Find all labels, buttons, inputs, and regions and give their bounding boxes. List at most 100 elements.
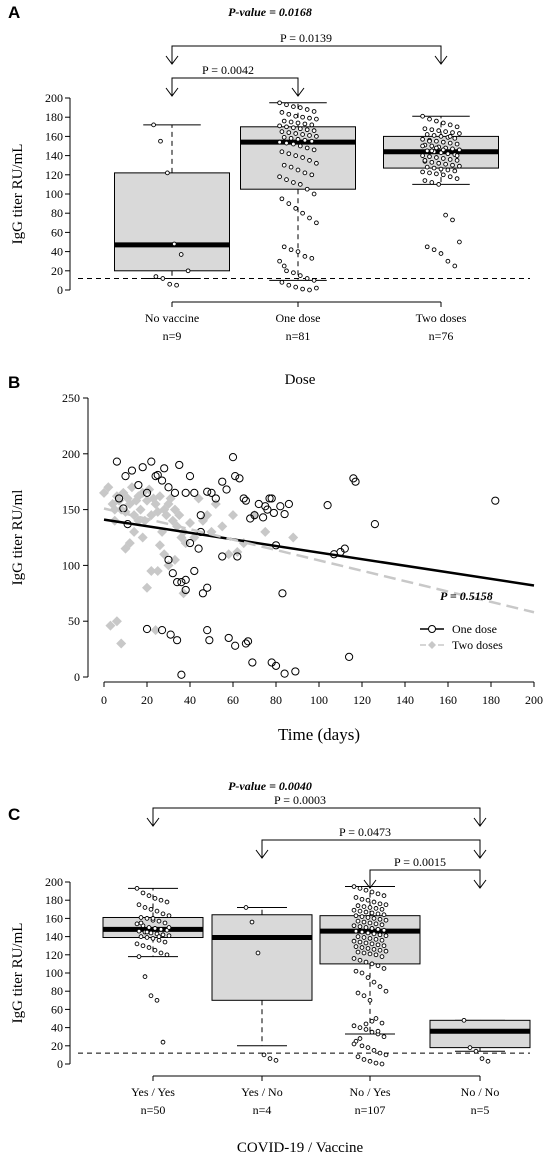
data-point-circle (177, 578, 186, 587)
x-category-label: Yes / No (241, 1085, 282, 1099)
data-point-circle (157, 626, 167, 635)
data-point (420, 169, 425, 175)
legend-marker-one-dose (428, 625, 436, 633)
data-point (457, 163, 462, 169)
y-tick-label: 40 (51, 1021, 63, 1035)
y-tick-label: 120 (45, 168, 63, 182)
data-point-circle (185, 538, 195, 548)
data-point (363, 940, 369, 946)
data-point (365, 897, 371, 903)
data-point (363, 909, 369, 915)
data-point (279, 129, 285, 134)
data-point (284, 268, 289, 274)
data-point (379, 1020, 385, 1026)
bracket-line (261, 839, 481, 858)
data-point-circle (239, 494, 248, 503)
data-point (367, 951, 373, 957)
data-point (371, 899, 377, 905)
data-point (454, 176, 460, 181)
x-category-label: Two doses (416, 311, 467, 325)
data-point-circle (263, 505, 272, 514)
data-point (293, 206, 299, 211)
data-point (314, 116, 319, 122)
data-point-circle (276, 502, 285, 511)
data-point (454, 141, 460, 147)
data-point (351, 1023, 357, 1029)
legend-label-one-dose: One dose (452, 622, 497, 636)
x-category-label: Yes / Yes (131, 1085, 175, 1099)
y-tick-label: 20 (51, 264, 63, 278)
data-point (447, 122, 453, 128)
data-point (351, 956, 357, 961)
data-point (369, 961, 375, 967)
y-tick-label: 40 (51, 245, 63, 259)
panel-letter-a: A (8, 3, 20, 22)
data-point (373, 952, 379, 958)
data-point (355, 949, 361, 955)
data-point (171, 241, 177, 247)
data-point (304, 127, 310, 133)
data-point (304, 145, 310, 151)
data-point (420, 113, 425, 119)
p-value-label: P = 0.0003 (274, 793, 326, 807)
data-point (304, 276, 310, 281)
data-point (295, 136, 301, 142)
data-point (429, 159, 435, 165)
data-point (152, 926, 158, 931)
data-point (440, 156, 446, 161)
data-point (178, 252, 184, 257)
bracket-arrowhead (473, 849, 487, 859)
bracket-arrowhead (363, 879, 377, 889)
data-point (479, 1056, 485, 1061)
data-point (445, 167, 451, 173)
x-tick-label: 120 (353, 693, 371, 707)
data-point (279, 110, 285, 115)
data-point (148, 906, 154, 912)
data-point (355, 1054, 361, 1060)
data-point-diamond (135, 504, 146, 515)
data-point-diamond (154, 491, 165, 502)
x-tick-label: 140 (396, 693, 414, 707)
data-point (142, 974, 148, 979)
data-point (369, 1018, 375, 1024)
data-point (288, 119, 294, 125)
data-point (295, 167, 301, 173)
bracket-line (369, 869, 481, 888)
data-point-diamond (129, 526, 140, 537)
data-point (281, 135, 287, 140)
data-point (300, 114, 305, 120)
data-point-circle (340, 544, 349, 553)
data-point-circle (278, 589, 287, 598)
y-tick-label: 160 (45, 129, 63, 143)
data-point (424, 244, 430, 250)
data-point (355, 903, 361, 909)
data-point (351, 938, 357, 944)
box (211, 914, 313, 1001)
data-point-circle (284, 499, 293, 509)
data-point (473, 1048, 479, 1054)
data-point (302, 170, 308, 176)
data-point (381, 1034, 387, 1040)
bracket-line (152, 807, 481, 826)
data-point (146, 945, 152, 950)
data-point (160, 911, 166, 917)
data-point (261, 1052, 267, 1058)
data-point (450, 217, 455, 223)
data-point (255, 950, 261, 956)
data-point (288, 247, 294, 253)
data-point (434, 118, 439, 124)
data-point (485, 1058, 491, 1064)
data-point (279, 279, 285, 285)
data-point-circle (134, 480, 143, 490)
data-point (438, 251, 444, 256)
x-axis-title: Time (days) (278, 725, 360, 744)
p-value-label: P = 0.0015 (394, 855, 446, 869)
data-point-diamond (152, 565, 163, 576)
data-point-diamond (260, 526, 271, 537)
data-point (281, 263, 287, 269)
data-point-diamond (111, 616, 122, 627)
data-point (314, 134, 319, 139)
data-point-circle (142, 488, 152, 497)
bracket-arrowhead (165, 87, 179, 97)
data-point (293, 284, 299, 290)
